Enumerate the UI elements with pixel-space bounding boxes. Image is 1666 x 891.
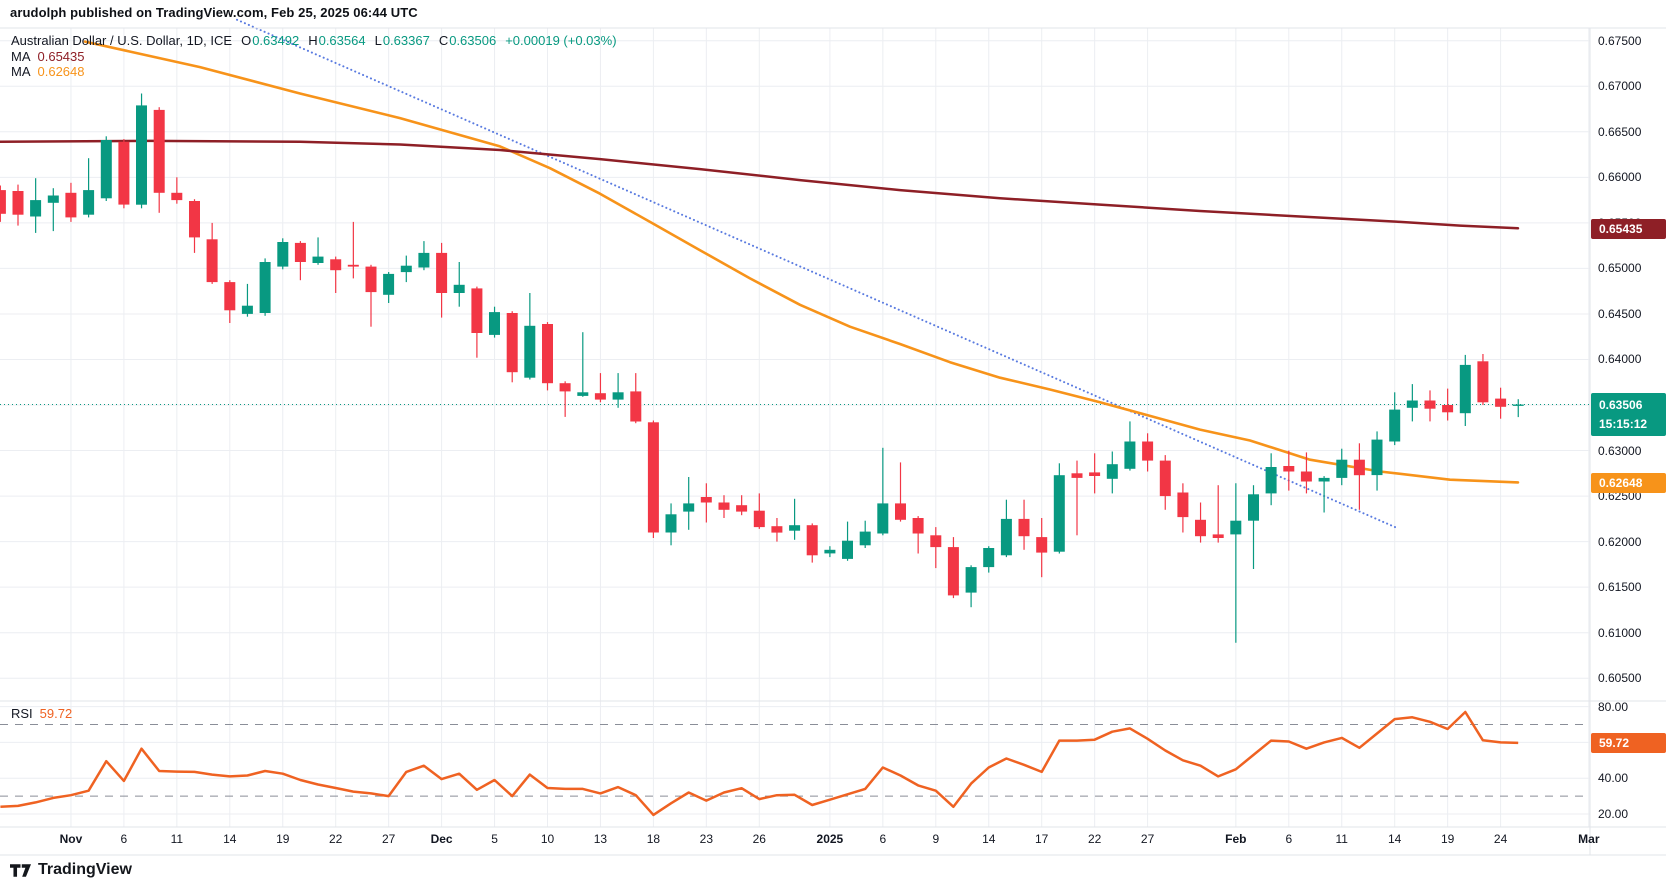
change-value: +0.00019 (+0.03%) [505, 33, 617, 48]
symbol-legend: Australian Dollar / U.S. Dollar, 1D, ICE… [11, 33, 617, 48]
tradingview-logo-icon[interactable] [10, 863, 31, 877]
published-caption: arudolph published on TradingView.com, F… [10, 5, 418, 20]
ma-fast-price-badge: 0.62648 [1591, 472, 1666, 493]
ma-slow-label: MA [11, 49, 31, 64]
ma-fast-legend: MA 0.62648 [11, 64, 85, 79]
rsi-value-badge: 59.72 [1591, 732, 1666, 753]
ohlc-low-key: L [374, 33, 382, 48]
ma-slow-legend: MA 0.65435 [11, 49, 85, 64]
rsi-value: 59.72 [39, 706, 73, 721]
rsi-label: RSI [11, 706, 33, 721]
bar-countdown: 15:15:12 [1599, 417, 1648, 432]
last-price-badge: 0.63506 15:15:12 [1591, 393, 1666, 437]
ma-slow-value: 0.65435 [37, 49, 85, 64]
ma-slow-price-badge: 0.65435 [1591, 218, 1666, 239]
ma-fast-value: 0.62648 [37, 64, 85, 79]
ohlc-close-value: 0.63506 [449, 33, 497, 48]
ohlc-high-value: 0.63564 [318, 33, 366, 48]
tradingview-wordmark[interactable]: TradingView [38, 861, 132, 878]
ohlc-low-value: 0.63367 [382, 33, 430, 48]
ohlc-high-key: H [308, 33, 318, 48]
ohlc-close-key: C [438, 33, 449, 48]
symbol-title[interactable]: Australian Dollar / U.S. Dollar, 1D, ICE [11, 33, 233, 48]
rsi-legend: RSI 59.72 [11, 706, 72, 721]
ma-fast-label: MA [11, 64, 31, 79]
ohlc-open-key: O [241, 33, 252, 48]
ohlc-open-value: 0.63492 [252, 33, 300, 48]
footer-branding: TradingView [10, 861, 132, 879]
last-price-value: 0.63506 [1599, 398, 1643, 413]
